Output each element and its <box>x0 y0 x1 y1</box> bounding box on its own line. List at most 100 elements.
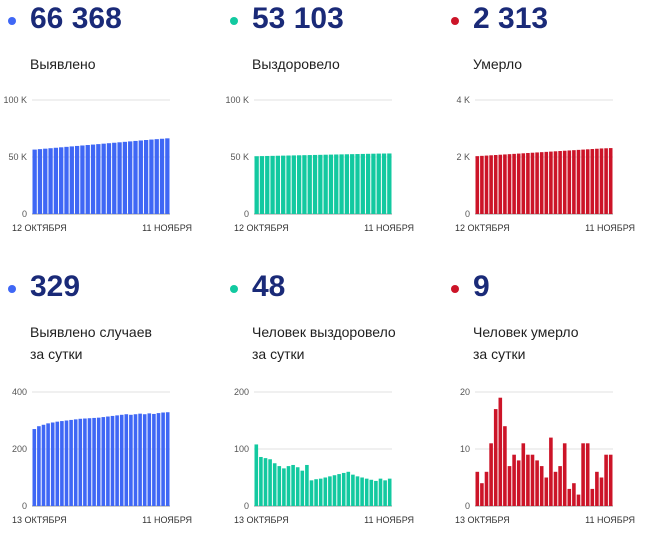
x-end-label: 11 НОЯБРЯ <box>585 515 635 525</box>
bar <box>60 421 64 506</box>
bar <box>48 148 53 214</box>
bar <box>585 149 590 214</box>
bar <box>535 460 539 506</box>
bar <box>323 477 328 506</box>
bar <box>346 471 351 506</box>
bar <box>328 476 332 506</box>
bar <box>302 155 307 214</box>
x-end-label: 11 НОЯБРЯ <box>142 223 192 233</box>
bar <box>530 152 535 214</box>
bar <box>152 413 156 506</box>
bar <box>78 418 83 506</box>
bar <box>341 472 346 506</box>
stat-label-line: Человек выздоровело <box>252 324 396 340</box>
bar <box>350 154 355 214</box>
bar <box>277 466 282 506</box>
y-tick-label: 400 <box>12 387 27 397</box>
bar <box>558 466 562 506</box>
stat-label-line: за сутки <box>473 346 526 362</box>
bar <box>156 413 161 506</box>
bar <box>521 443 526 506</box>
bar <box>154 139 159 214</box>
bar <box>64 420 69 506</box>
bar <box>286 155 291 214</box>
bar <box>55 421 60 506</box>
bar <box>604 454 608 506</box>
bar <box>69 146 74 214</box>
bar <box>305 464 309 506</box>
bar <box>553 151 558 214</box>
bar <box>291 464 295 506</box>
stat-panel: 53 103 Выздоровело 0 50 K 100 K 12 ОКТЯБРЯ 11 … <box>222 0 432 262</box>
bar <box>32 149 37 214</box>
y-tick-label: 50 K <box>230 152 249 162</box>
stat-label: Выздоровело <box>252 53 432 75</box>
bar <box>133 140 138 214</box>
bar <box>360 477 364 506</box>
bar <box>332 475 337 506</box>
bar <box>581 149 585 214</box>
stat-label: Выявлено случаев за сутки <box>30 321 210 365</box>
bar <box>138 413 142 506</box>
x-start-label: 12 ОКТЯБРЯ <box>12 223 67 233</box>
bar <box>263 458 268 506</box>
bar <box>484 471 489 506</box>
bar <box>549 437 553 506</box>
bar <box>489 155 493 214</box>
bar <box>489 443 493 506</box>
bar <box>161 412 165 506</box>
bar <box>562 150 567 214</box>
y-tick-label: 4 K <box>456 95 470 105</box>
bar <box>291 155 296 214</box>
bar <box>254 156 259 214</box>
bar <box>96 417 101 506</box>
bar <box>544 477 549 506</box>
bar <box>90 144 96 214</box>
bar <box>512 153 516 214</box>
legend-dot-icon <box>230 285 238 293</box>
bar <box>480 155 484 214</box>
bar <box>73 419 78 506</box>
bar <box>59 147 64 214</box>
bar <box>475 471 480 506</box>
bar <box>369 479 374 506</box>
bar <box>87 418 92 506</box>
bar <box>270 155 275 214</box>
bar <box>142 414 147 506</box>
y-tick-label: 100 K <box>3 95 27 105</box>
bar <box>159 138 165 214</box>
bar <box>147 413 152 506</box>
bar <box>272 463 277 506</box>
bar-chart: 0 200 400 13 ОКТЯБРЯ 11 НОЯБРЯ <box>12 387 192 525</box>
stat-panel: 9 Человек умерло за сутки 0 10 20 13 ОКТЯБРЯ 11… <box>443 268 646 530</box>
bar-chart: 0 2 K 4 K 12 ОКТЯБРЯ 11 НОЯБРЯ <box>455 95 635 233</box>
bar <box>521 153 526 214</box>
bar <box>526 153 530 214</box>
bar <box>117 142 122 214</box>
y-tick-label: 10 <box>460 444 470 454</box>
bar <box>355 154 360 214</box>
bar <box>360 153 365 214</box>
bar <box>572 483 576 506</box>
bar <box>286 466 291 506</box>
y-tick-label: 200 <box>234 387 249 397</box>
stat-label-line: Человек умерло <box>473 324 579 340</box>
bar <box>32 429 37 506</box>
bar <box>83 418 87 506</box>
x-start-label: 12 ОКТЯБРЯ <box>234 223 289 233</box>
stat-value: 53 103 <box>252 2 344 35</box>
y-tick-label: 20 <box>460 387 470 397</box>
bar <box>383 480 387 506</box>
stat-label-line: за сутки <box>30 346 83 362</box>
bar <box>128 141 133 214</box>
bar-chart: 0 100 200 13 ОКТЯБРЯ 11 НОЯБРЯ <box>234 387 414 525</box>
stat-panel: 2 313 Умерло 0 2 K 4 K 12 ОКТЯБРЯ 11 НОЯБРЯ <box>443 0 646 262</box>
stat-panel: 48 Человек выздоровело за сутки 0 100 200 13 О… <box>222 268 432 530</box>
bar <box>124 414 129 506</box>
legend-dot-icon <box>8 17 16 25</box>
x-end-label: 11 НОЯБРЯ <box>364 223 414 233</box>
stat-label-line: Выявлено случаев <box>30 324 152 340</box>
bar <box>530 454 535 506</box>
bar <box>526 454 530 506</box>
y-tick-label: 0 <box>22 209 27 219</box>
